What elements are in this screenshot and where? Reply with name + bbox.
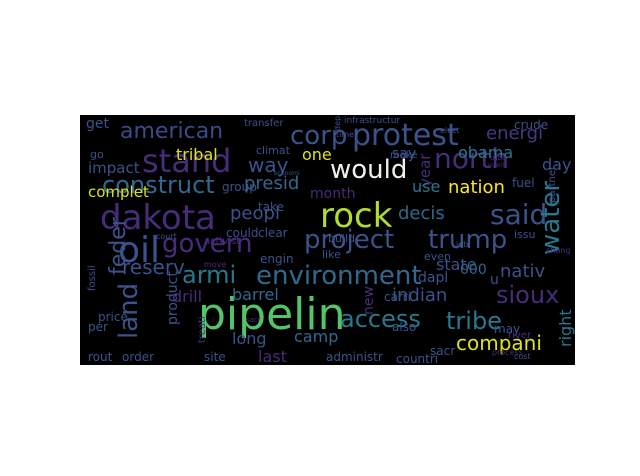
word-cloud-word: camp — [294, 327, 339, 346]
word-cloud-word: go — [90, 148, 104, 161]
word-cloud-word: stand — [142, 142, 232, 180]
word-cloud-word: north — [434, 142, 510, 175]
word-cloud-word: like — [322, 248, 341, 261]
word-cloud-word: get — [86, 116, 109, 132]
word-cloud-word: rout — [88, 350, 113, 364]
word-cloud-word: even — [424, 250, 452, 263]
word-cloud-word: partner — [547, 165, 558, 203]
word-cloud: pipelin rock dakota stand oil sioux protest env… — [80, 115, 575, 365]
word-cloud-word: countri — [396, 352, 439, 365]
word-cloud-word: compani — [456, 331, 542, 355]
word-cloud-word: crude — [514, 118, 549, 132]
word-cloud-word: also — [392, 320, 417, 334]
word-cloud-word: use — [412, 177, 441, 196]
word-cloud-word: tribal — [176, 145, 218, 164]
word-cloud-word: energi — [486, 123, 544, 144]
word-cloud-word: sioux — [496, 281, 560, 309]
word-cloud-word: would — [330, 155, 408, 185]
word-cloud-word: clear — [258, 226, 288, 240]
word-cloud-word: take — [258, 200, 284, 214]
word-cloud-word: site — [204, 350, 226, 364]
word-cloud-word: administr — [326, 350, 383, 364]
word-cloud-word: armi — [182, 261, 237, 289]
word-cloud-word: rock — [320, 196, 393, 236]
word-cloud-word: nation — [448, 177, 505, 198]
word-cloud-word: presid — [244, 173, 300, 194]
word-cloud-word: govern — [162, 229, 253, 259]
word-cloud-word: u — [490, 272, 499, 288]
word-cloud-word: sacr — [246, 316, 261, 324]
word-cloud-word: peopl — [230, 203, 280, 224]
word-cloud-word: event — [488, 162, 506, 169]
word-cloud-word: way — [248, 153, 289, 177]
word-cloud-word: one — [302, 145, 332, 164]
word-cloud-word: process — [492, 348, 523, 357]
word-cloud-word: drill — [172, 287, 203, 306]
word-cloud-word: indian — [392, 285, 448, 306]
word-cloud-word: cost — [514, 352, 531, 361]
word-cloud-word: month — [310, 186, 356, 202]
word-cloud-word: treati — [197, 316, 208, 343]
word-cloud-word: environment — [256, 261, 422, 291]
word-cloud-word: climat — [256, 144, 290, 157]
word-cloud-word: say — [392, 146, 417, 162]
word-cloud-word: move — [204, 260, 227, 269]
word-cloud-word: barrel — [232, 285, 279, 304]
word-cloud-word: per — [88, 320, 108, 334]
word-cloud-word: river — [508, 330, 532, 341]
word-cloud-word: tribe — [490, 154, 507, 162]
word-cloud-word: dakota — [100, 198, 216, 238]
word-cloud-word: depart — [333, 115, 342, 131]
word-cloud-word: order — [122, 350, 154, 364]
word-cloud-word: decis — [398, 203, 445, 224]
word-cloud-word: fuel — [512, 176, 535, 190]
word-cloud-word: nativ — [500, 261, 546, 282]
word-cloud-word: 000 — [460, 262, 487, 278]
word-cloud-word: day — [542, 155, 572, 174]
word-cloud-word: access — [340, 305, 421, 333]
word-cloud-word: dapl — [418, 270, 449, 286]
word-cloud-word: oil — [118, 230, 161, 271]
word-cloud-word: build — [328, 232, 356, 245]
word-cloud-word: corp — [290, 121, 348, 151]
word-cloud-word: economi — [274, 170, 300, 177]
word-cloud-word: new — [361, 286, 377, 315]
word-cloud-word: court — [156, 232, 177, 241]
word-cloud-word: american — [120, 119, 224, 144]
word-cloud-word: last — [258, 347, 287, 365]
word-cloud-word: protest — [352, 118, 459, 153]
word-cloud-word: carri — [384, 290, 411, 304]
word-cloud-word: obama — [458, 143, 514, 162]
word-cloud-word: time — [336, 130, 355, 139]
word-cloud-word: infrastructur — [344, 116, 401, 126]
word-cloud-word: job — [456, 240, 469, 249]
word-cloud-word: engin — [260, 252, 294, 266]
word-cloud-word: construct — [102, 171, 215, 199]
word-cloud-word: sacr — [430, 344, 456, 358]
word-cloud-word: project — [304, 225, 395, 255]
word-cloud-word: transfer — [244, 118, 284, 129]
word-cloud-word: impact — [88, 159, 140, 177]
word-cloud-word: complet — [88, 183, 149, 201]
word-cloud-word: issu — [514, 228, 536, 241]
word-cloud-word: make — [390, 150, 418, 161]
word-cloud-word: tribe — [446, 307, 502, 335]
word-cloud-word: group — [222, 180, 257, 194]
word-cloud-word: said — [490, 198, 548, 231]
word-cloud-word: reserv — [122, 255, 185, 279]
word-cloud-word: right — [556, 309, 575, 347]
word-cloud-word: may — [494, 322, 521, 336]
word-cloud-word: price — [98, 310, 128, 324]
word-cloud-word: long — [232, 329, 267, 348]
word-cloud-word: fossil — [87, 265, 98, 291]
word-cloud-word: pipelin — [198, 289, 346, 340]
word-cloud-word: chang — [546, 246, 571, 255]
word-cloud-word: activist — [204, 236, 241, 247]
word-cloud-word: elect — [440, 126, 460, 135]
word-cloud-word: state — [436, 255, 477, 274]
word-cloud-word: trump — [428, 225, 508, 255]
word-cloud-word: could — [226, 226, 259, 240]
